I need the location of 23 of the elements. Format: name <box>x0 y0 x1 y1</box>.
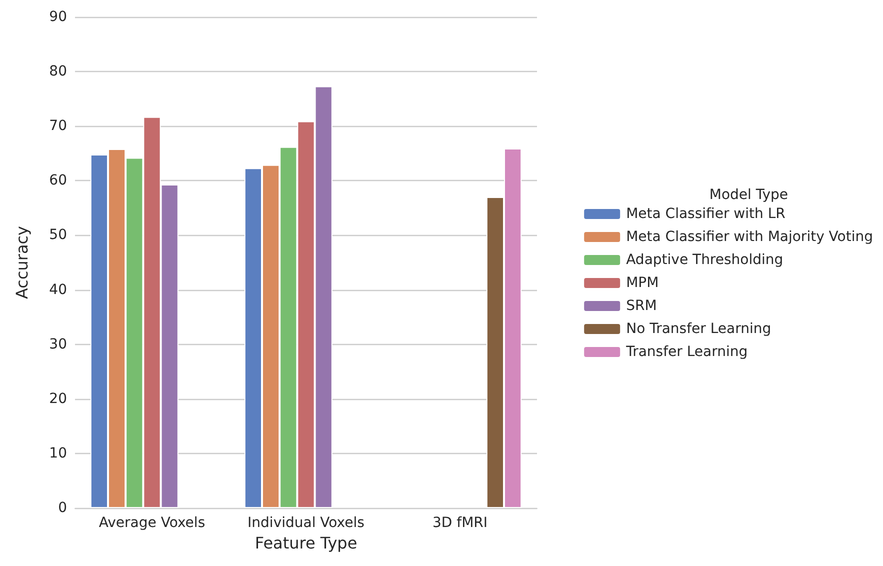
x-tick-label: Average Voxels <box>98 515 206 531</box>
x-tick-label: Individual Voxels <box>248 515 364 531</box>
legend-label: Transfer Learning <box>625 344 748 360</box>
y-tick-label: 40 <box>49 282 67 298</box>
y-tick-label: 20 <box>49 390 67 407</box>
legend-label: Meta Classifier with LR <box>626 206 786 222</box>
y-axis-title: Accuracy <box>12 226 32 300</box>
y-tick-label: 60 <box>49 172 67 189</box>
legend-label: Meta Classifier with Majority Voting <box>626 229 874 245</box>
y-tick-label: 30 <box>49 336 67 352</box>
legend-label: SRM <box>626 298 657 314</box>
y-tick-label: 80 <box>49 64 67 80</box>
y-tick-label: 0 <box>58 500 67 516</box>
legend-title: Model Type <box>709 187 788 203</box>
y-tick-label: 50 <box>49 227 67 244</box>
legend-label: MPM <box>626 275 659 291</box>
legend-label: Adaptive Thresholding <box>626 252 784 268</box>
y-tick-label: 10 <box>49 445 67 462</box>
x-axis-title: Feature Type <box>254 533 358 552</box>
y-tick-label: 90 <box>49 9 67 25</box>
x-tick-label: 3D fMRI <box>432 515 488 531</box>
legend-label: No Transfer Learning <box>626 321 772 337</box>
y-tick-label: 70 <box>49 118 67 134</box>
